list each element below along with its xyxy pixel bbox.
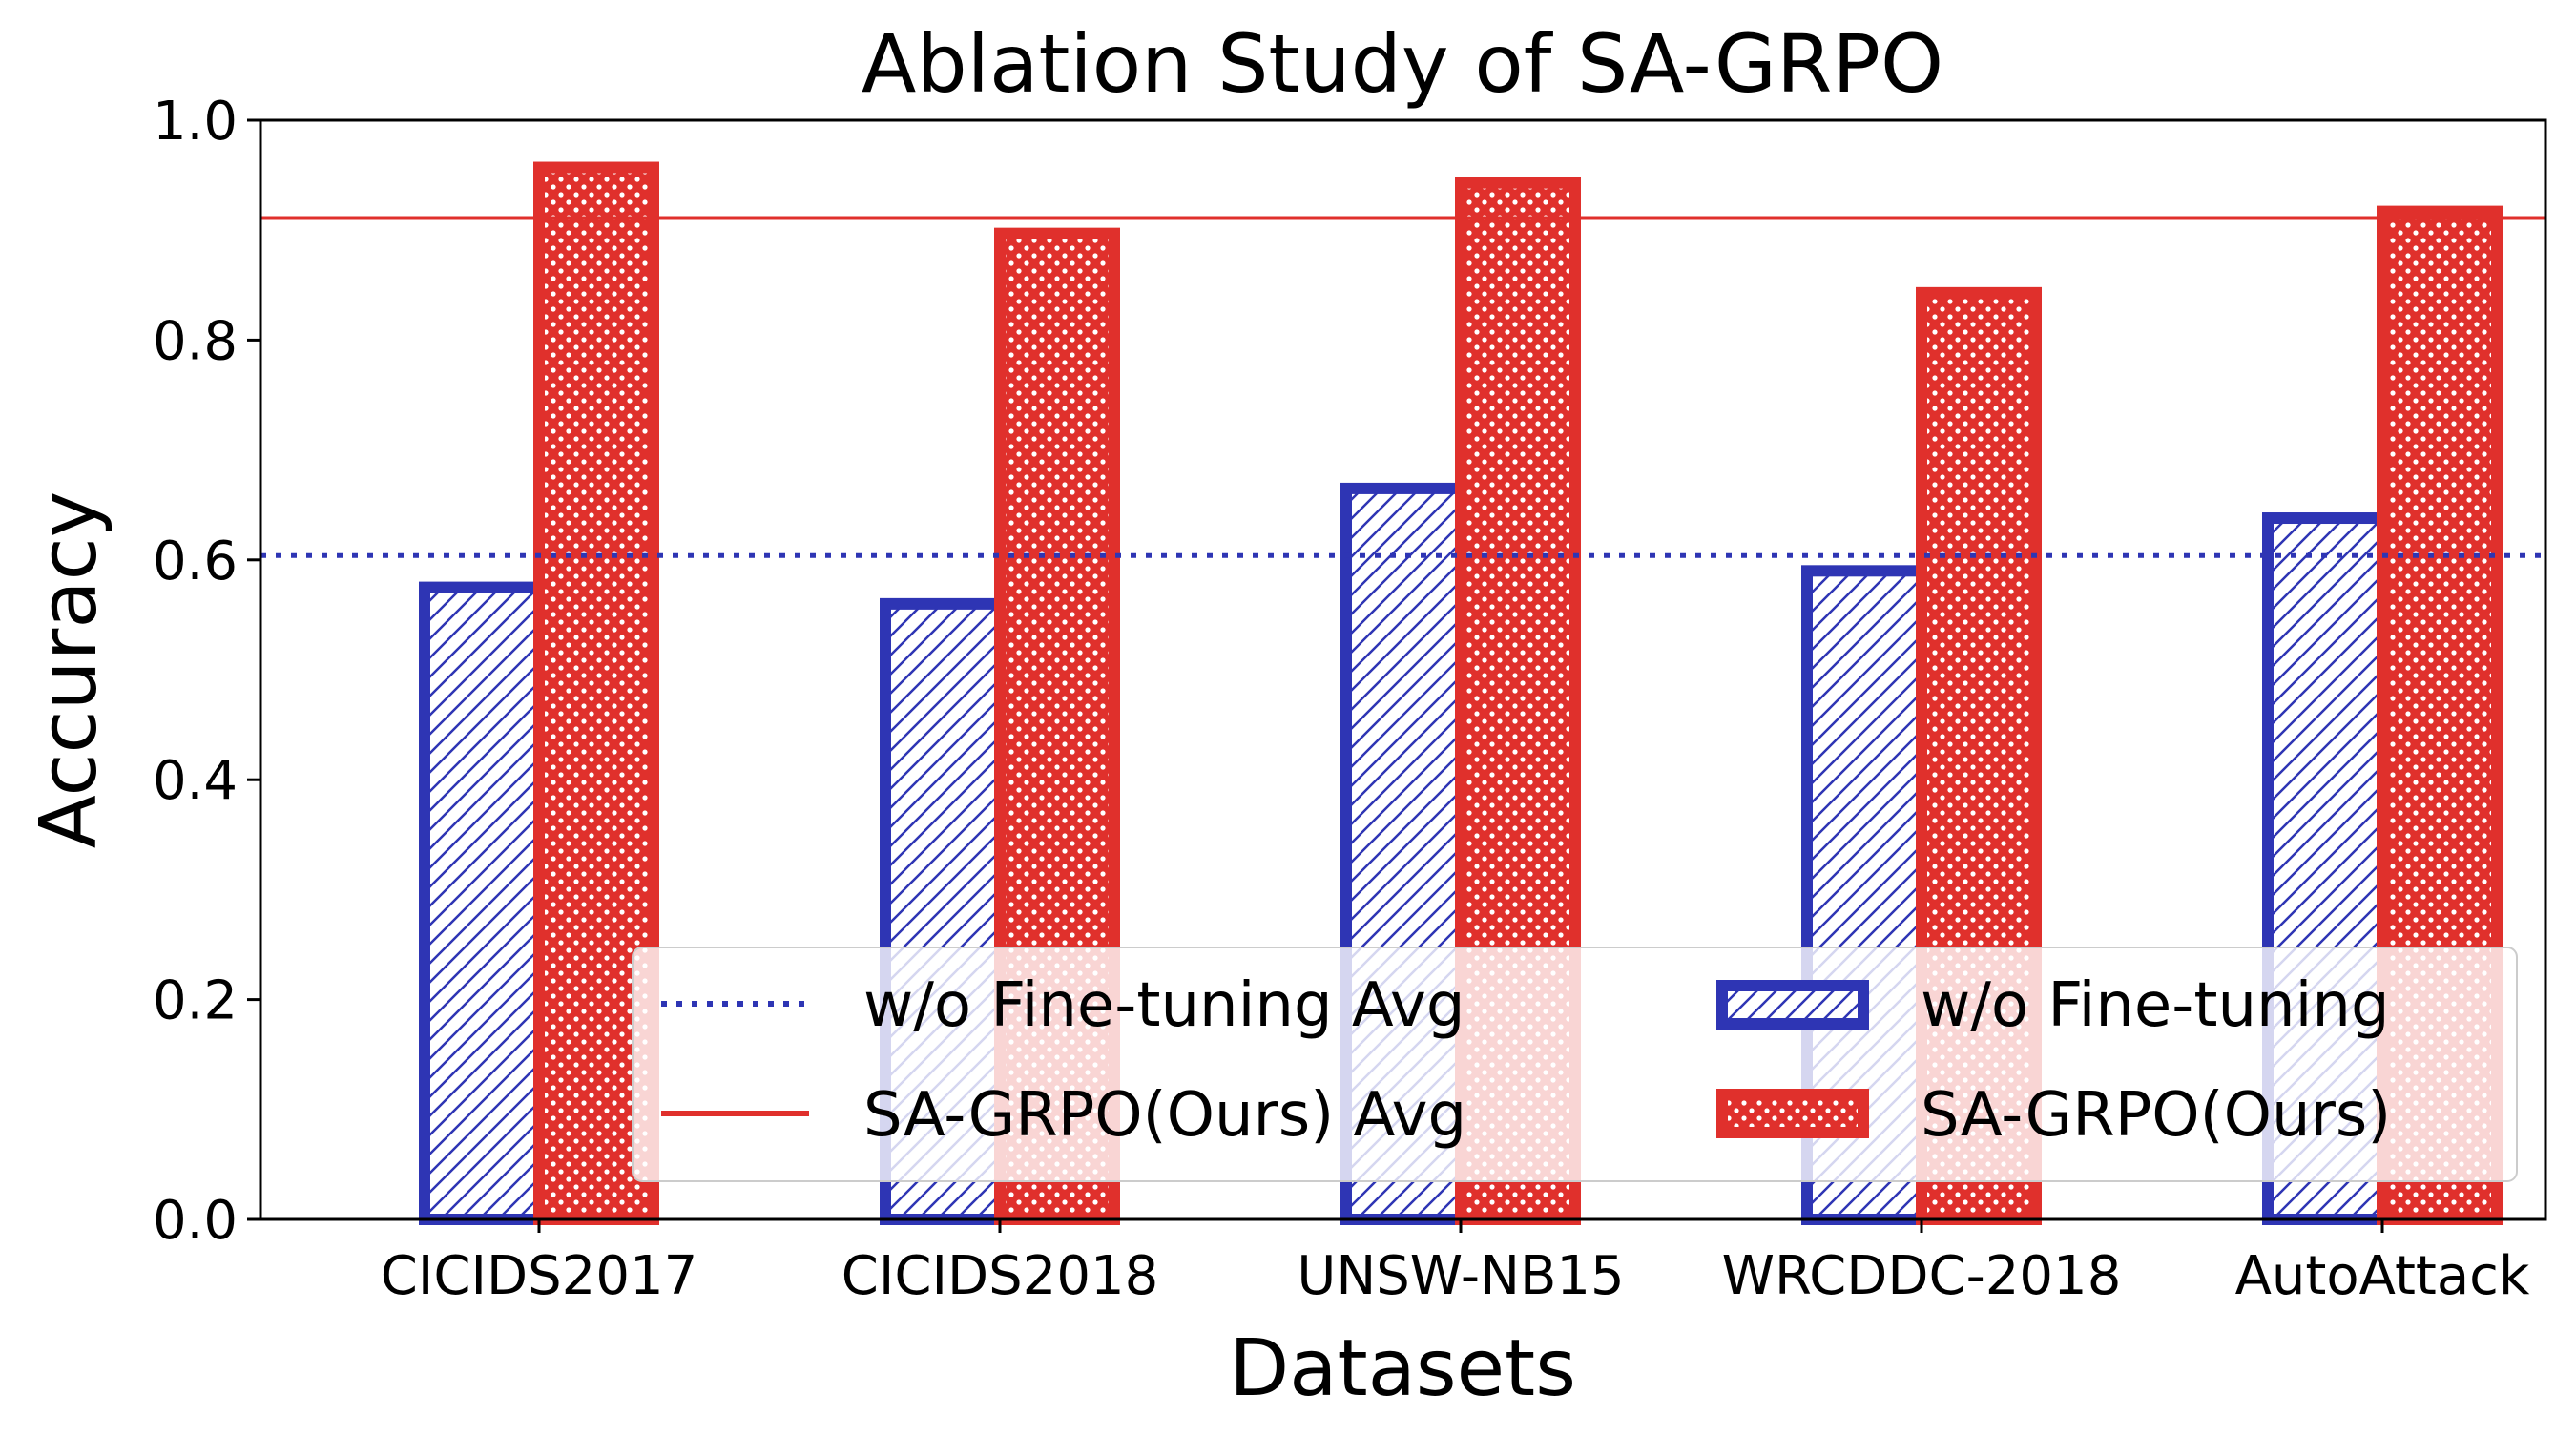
y-tick-label: 0.6 — [153, 531, 238, 593]
x-tick-label: CICIDS2017 — [381, 1245, 697, 1307]
x-axis: CICIDS2017 CICIDS2018 UNSW-NB15 WRCDDC-2018… — [381, 1219, 2530, 1307]
legend-label-wo: w/o Fine-tuning — [1921, 970, 2390, 1041]
y-tick-label: 0.8 — [153, 310, 238, 372]
y-axis: 0.0 0.2 0.4 0.6 0.8 1.0 — [153, 91, 260, 1252]
reference-lines-group — [260, 216, 2545, 558]
plot-frame — [259, 118, 2547, 1221]
x-tick-label: AutoAttack — [2235, 1245, 2530, 1307]
legend-swatch-ours — [1716, 1089, 1869, 1138]
bar-w-o-fine-tuning-cicids2017 — [419, 581, 545, 1225]
x-axis-title: Datasets — [1229, 1323, 1576, 1414]
legend-label-ours: SA-GRPO(Ours) — [1921, 1080, 2391, 1151]
chart-title: Ablation Study of SA-GRPO — [862, 17, 1943, 111]
legend-swatch-wo — [1716, 980, 1869, 1030]
legend-frame — [632, 947, 2518, 1182]
y-tick-label: 1.0 — [153, 91, 238, 153]
legend: w/o Fine-tuning Avg SA-GRPO(Ours) Avg w/… — [632, 947, 2518, 1182]
x-tick-label: WRCDDC-2018 — [1722, 1245, 2122, 1307]
y-axis-title: Accuracy — [24, 491, 114, 848]
y-tick-label: 0.0 — [153, 1190, 238, 1252]
legend-label-ours-avg: SA-GRPO(Ours) Avg — [863, 1080, 1466, 1151]
legend-label-wo-avg: w/o Fine-tuning Avg — [863, 970, 1465, 1041]
x-tick-label: CICIDS2018 — [841, 1245, 1158, 1307]
y-tick-label: 0.2 — [153, 970, 238, 1032]
x-tick-label: UNSW-NB15 — [1297, 1245, 1624, 1307]
y-tick-label: 0.4 — [153, 750, 238, 812]
